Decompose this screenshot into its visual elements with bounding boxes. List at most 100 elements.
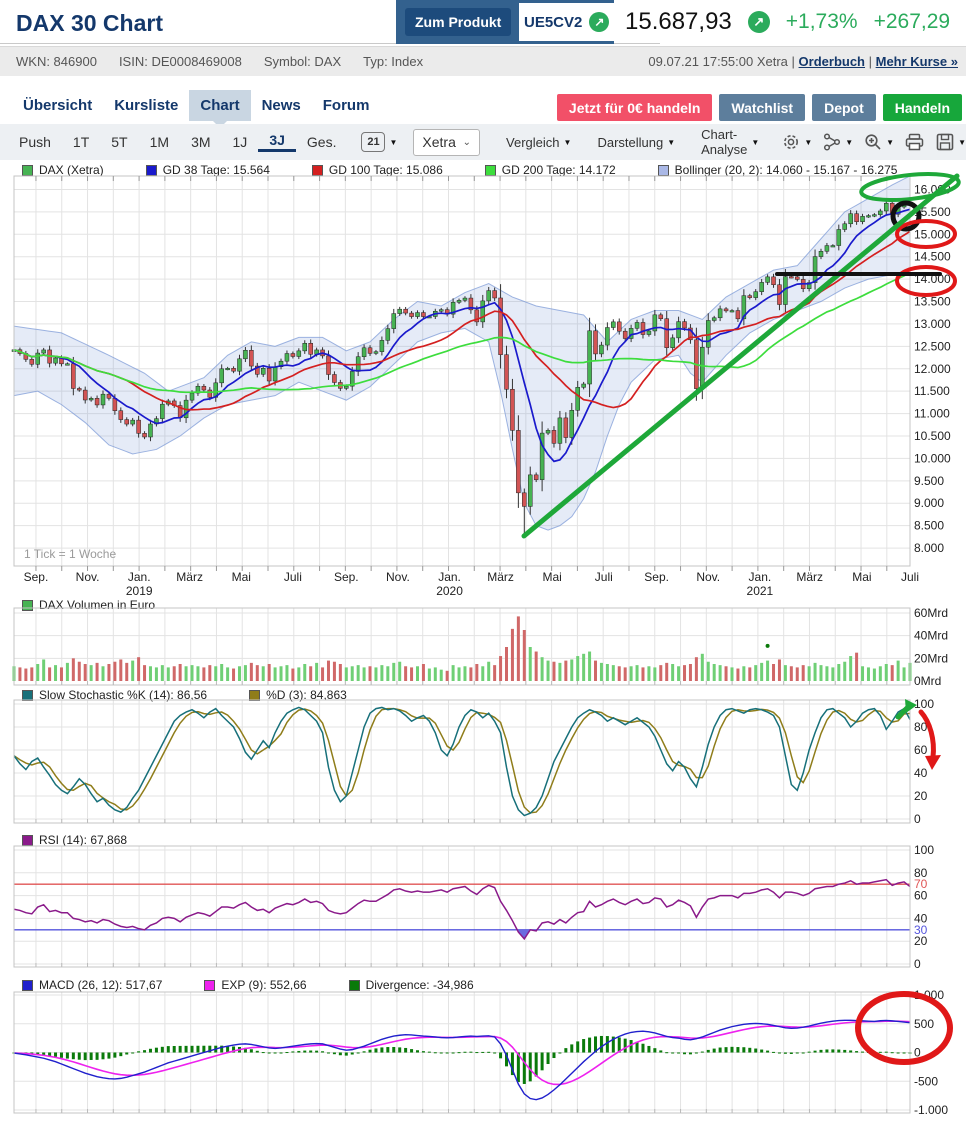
range-ges[interactable]: Ges. [306,134,337,150]
svg-text:40: 40 [914,911,928,925]
range-1t[interactable]: 1T [72,134,90,150]
svg-text:20: 20 [914,934,928,948]
svg-text:11.000: 11.000 [914,407,950,421]
svg-text:9.500: 9.500 [914,474,944,488]
svg-text:14.500: 14.500 [914,250,951,264]
svg-text:15.500: 15.500 [914,205,951,219]
svg-text:1 Tick = 1 Woche: 1 Tick = 1 Woche [24,547,116,561]
range-push[interactable]: Push [19,134,51,150]
printer-icon [905,133,924,151]
date-picker[interactable]: 21 ▼ [361,132,397,152]
legend-marker [22,599,33,611]
svg-text:2019: 2019 [126,584,153,598]
svg-text:60: 60 [914,743,928,757]
svg-text:Mai: Mai [232,570,251,584]
arrow-up-right-icon: ↗ [589,12,610,32]
chevron-down-icon: ▼ [886,137,895,147]
legend-item: EXP (9): 552,66 [204,978,307,992]
legend-marker [22,979,33,991]
legend-item: GD 200 Tage: 14.172 [484,163,616,177]
range-1m[interactable]: 1M [149,134,170,150]
legend-marker [145,164,157,176]
svg-text:11.500: 11.500 [914,384,950,398]
wkn-label: WKN: 846900 [16,54,97,69]
svg-text:März: März [487,570,514,584]
svg-text:12.000: 12.000 [914,362,951,376]
floppy-disk-icon [936,133,954,151]
svg-text:40Mrd: 40Mrd [914,629,948,643]
legend-item: DAX (Xetra) [22,163,104,177]
chevron-down-icon: ▼ [667,137,676,147]
settings-button[interactable]: ▼ [781,132,812,152]
chevron-down-icon: ▼ [804,137,813,147]
legend-item: GD 100 Tage: 15.086 [311,163,443,177]
tab-forum[interactable]: Forum [322,97,370,114]
main-chart-legend: DAX (Xetra) GD 38 Tage: 15.564 GD 100 Tage… [22,163,939,177]
tab-uebersicht[interactable]: Übersicht [23,97,93,114]
svg-text:30: 30 [914,923,928,937]
quote-timestamp: 09.07.21 17:55:00 Xetra [648,54,788,69]
tab-news[interactable]: News [261,97,301,114]
range-3m[interactable]: 3M [191,134,211,150]
svg-text:Sep.: Sep. [644,570,669,584]
range-5t[interactable]: 5T [111,134,128,150]
svg-text:0: 0 [914,957,921,971]
zoom-in-icon [865,134,881,150]
svg-text:80: 80 [914,866,928,880]
svg-text:2020: 2020 [436,584,463,598]
svg-text:40: 40 [914,766,928,780]
print-button[interactable] [904,132,925,152]
legend-marker [204,979,216,991]
chevron-down-icon: ▼ [751,137,760,147]
product-code-link[interactable]: UE5CV2 ↗ [519,3,614,41]
gear-icon [784,135,799,149]
share-nodes-icon [824,133,841,151]
chevron-down-icon: ▼ [389,137,398,147]
vergleich-dropdown[interactable]: Vergleich ▼ [506,134,572,150]
svg-text:100: 100 [914,843,934,857]
svg-text:Mai: Mai [543,570,562,584]
svg-text:Juli: Juli [284,570,302,584]
legend-marker [348,979,360,991]
typ-label: Typ: Index [363,54,424,69]
range-1j[interactable]: 1J [232,134,248,150]
svg-text:70: 70 [914,877,928,891]
legend-item: Divergence: -34,986 [348,978,474,992]
save-button[interactable]: ▼ [935,132,966,152]
chart-analyse-dropdown[interactable]: Chart-Analyse ▼ [701,127,760,157]
svg-text:Juli: Juli [595,570,613,584]
svg-text:13.000: 13.000 [914,317,951,331]
svg-text:Nov.: Nov. [386,570,410,584]
chart-toolbar: Push 1T 5T 1M 3M 1J 3J Ges. 21 ▼ Xetra ⌄… [0,124,966,160]
depot-button[interactable]: Depot [812,94,876,121]
charts-canvas[interactable]: 16.00015.50015.00014.50014.00013.50013.0… [0,160,966,1136]
mehr-kurse-link[interactable]: Mehr Kurse » [875,54,958,69]
svg-text:0Mrd: 0Mrd [914,674,941,688]
chevron-down-icon: ▼ [958,137,966,147]
exchange-select[interactable]: Xetra ⌄ [413,128,481,156]
darstellung-dropdown[interactable]: Darstellung ▼ [597,134,676,150]
indicators-button[interactable]: ▼ [822,132,853,152]
action-buttons: Jetzt für 0€ handeln Watchlist Depot Han… [556,94,962,121]
svg-text:Jan.: Jan. [438,570,461,584]
svg-text:8.500: 8.500 [914,519,944,533]
orderbuch-link[interactable]: Orderbuch [798,54,866,69]
tab-kursliste[interactable]: Kursliste [114,97,179,114]
svg-text:20: 20 [914,789,928,803]
trade-free-button[interactable]: Jetzt für 0€ handeln [556,94,713,121]
instrument-ids: WKN: 846900 ISIN: DE0008469008 Symbol: D… [16,54,423,69]
tab-chart[interactable]: Chart [189,90,251,128]
legend-item: RSI (14): 67,868 [22,833,127,847]
legend-marker [22,164,33,176]
svg-text:-1.000: -1.000 [914,1103,948,1117]
zoom-button[interactable]: ▼ [863,132,894,152]
watchlist-button[interactable]: Watchlist [719,94,806,121]
macd-legend: MACD (26, 12): 517,67 EXP (9): 552,66 Dive… [22,978,516,992]
zum-produkt-button[interactable]: Zum Produkt [405,8,512,36]
handeln-button[interactable]: Handeln [882,94,962,121]
svg-text:März: März [176,570,203,584]
range-3j[interactable]: 3J [258,132,296,152]
svg-text:500: 500 [914,1017,934,1031]
isin-label: ISIN: DE0008469008 [118,54,242,69]
legend-marker [311,164,323,176]
